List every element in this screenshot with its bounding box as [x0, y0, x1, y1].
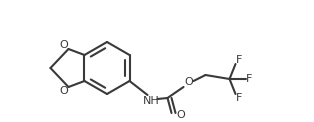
- Text: O: O: [184, 77, 193, 87]
- Text: F: F: [236, 55, 243, 65]
- Text: O: O: [176, 110, 185, 120]
- Text: F: F: [246, 74, 253, 84]
- Text: O: O: [59, 86, 68, 96]
- Text: NH: NH: [143, 96, 160, 106]
- Text: F: F: [236, 93, 243, 103]
- Text: O: O: [59, 40, 68, 50]
